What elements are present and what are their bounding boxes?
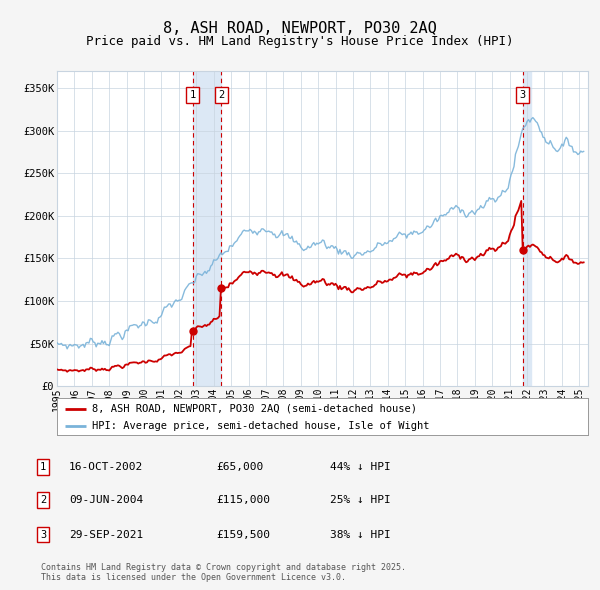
Text: 2: 2: [40, 496, 46, 505]
Text: 29-SEP-2021: 29-SEP-2021: [69, 530, 143, 539]
Text: Contains HM Land Registry data © Crown copyright and database right 2025.
This d: Contains HM Land Registry data © Crown c…: [41, 563, 406, 582]
Text: 3: 3: [40, 530, 46, 539]
Text: 1: 1: [40, 462, 46, 471]
Text: Price paid vs. HM Land Registry's House Price Index (HPI): Price paid vs. HM Land Registry's House …: [86, 35, 514, 48]
Text: £159,500: £159,500: [216, 530, 270, 539]
Text: 09-JUN-2004: 09-JUN-2004: [69, 496, 143, 505]
Bar: [193, 71, 221, 386]
Text: £65,000: £65,000: [216, 462, 263, 471]
Text: £115,000: £115,000: [216, 496, 270, 505]
Text: 8, ASH ROAD, NEWPORT, PO30 2AQ: 8, ASH ROAD, NEWPORT, PO30 2AQ: [163, 21, 437, 36]
Text: 16-OCT-2002: 16-OCT-2002: [69, 462, 143, 471]
Text: 44% ↓ HPI: 44% ↓ HPI: [330, 462, 391, 471]
Text: 3: 3: [520, 90, 526, 100]
Text: 38% ↓ HPI: 38% ↓ HPI: [330, 530, 391, 539]
Text: 1: 1: [190, 90, 196, 100]
Text: 2: 2: [218, 90, 224, 100]
Text: HPI: Average price, semi-detached house, Isle of Wight: HPI: Average price, semi-detached house,…: [92, 421, 429, 431]
Text: 25% ↓ HPI: 25% ↓ HPI: [330, 496, 391, 505]
Bar: [523, 71, 532, 386]
Text: 8, ASH ROAD, NEWPORT, PO30 2AQ (semi-detached house): 8, ASH ROAD, NEWPORT, PO30 2AQ (semi-det…: [92, 404, 416, 414]
